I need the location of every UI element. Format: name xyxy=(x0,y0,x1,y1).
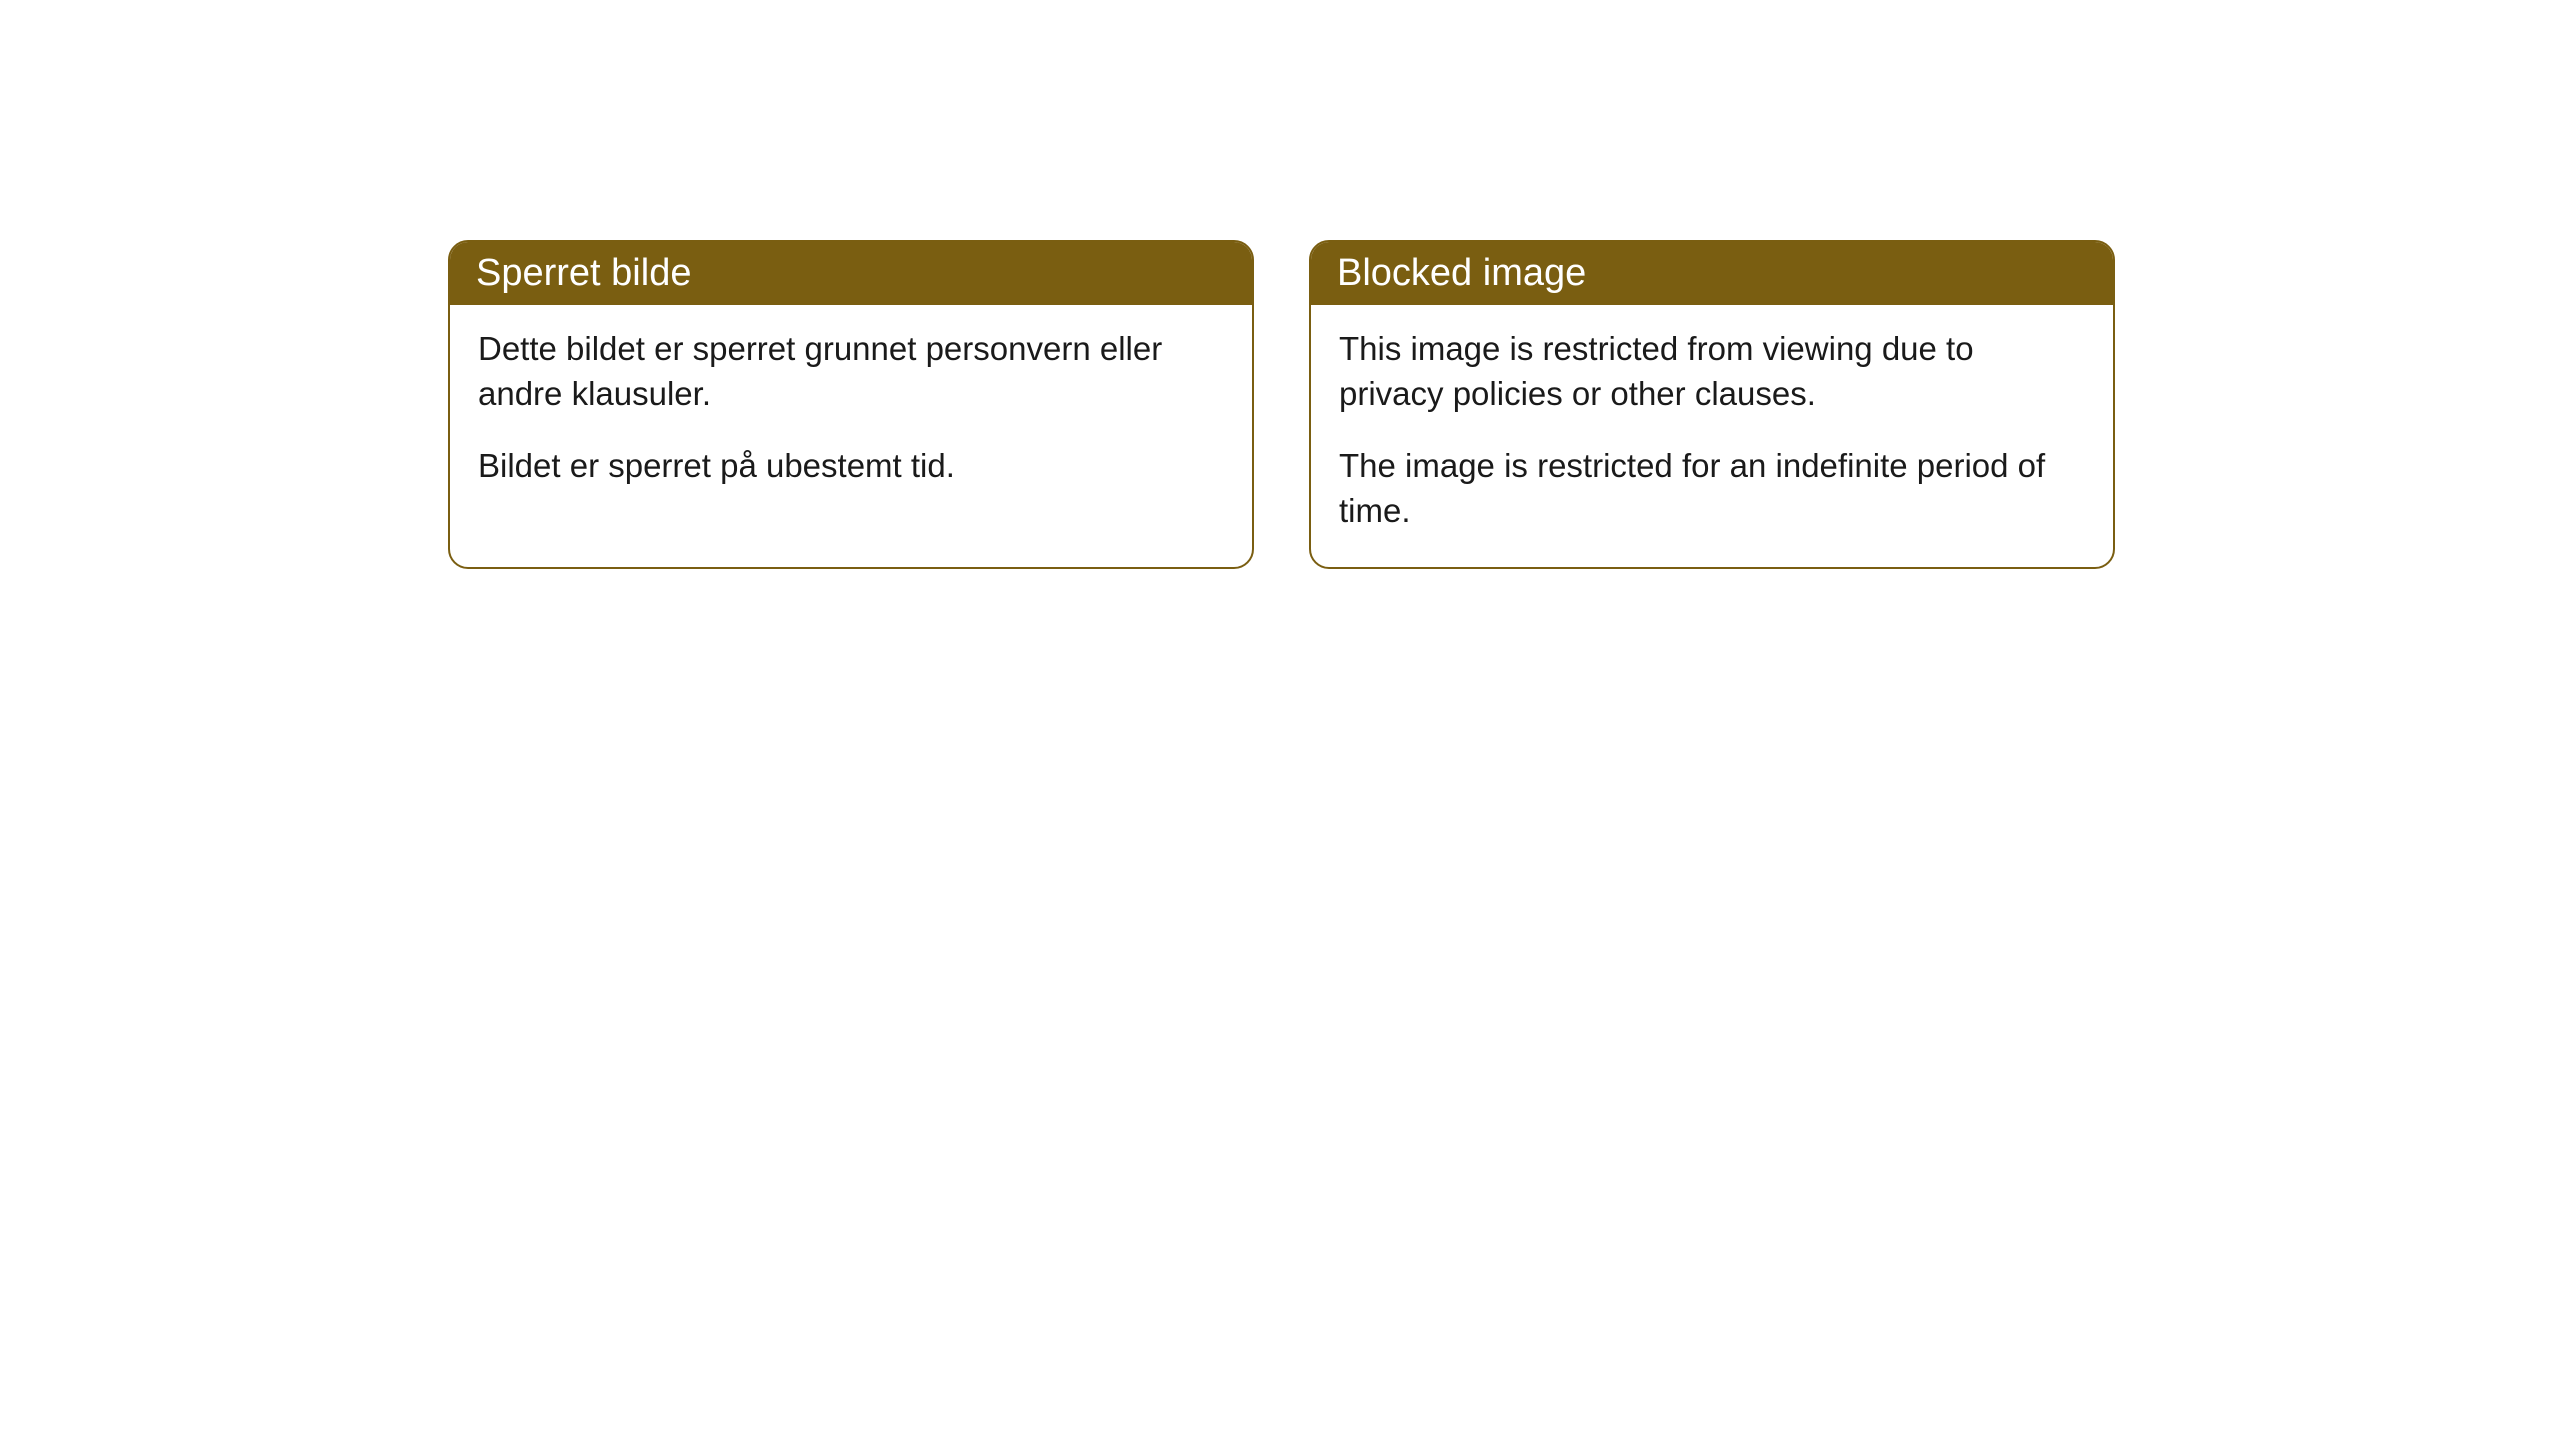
card-title: Sperret bilde xyxy=(476,252,691,294)
card-title: Blocked image xyxy=(1337,252,1586,294)
card-paragraph: The image is restricted for an indefinit… xyxy=(1339,444,2085,533)
notice-card-english: Blocked image This image is restricted f… xyxy=(1309,240,2115,569)
card-header: Sperret bilde xyxy=(450,242,1252,305)
card-paragraph: Bildet er sperret på ubestemt tid. xyxy=(478,444,1224,489)
notice-card-norwegian: Sperret bilde Dette bildet er sperret gr… xyxy=(448,240,1254,569)
notice-cards-container: Sperret bilde Dette bildet er sperret gr… xyxy=(448,240,2115,569)
card-paragraph: This image is restricted from viewing du… xyxy=(1339,327,2085,416)
card-paragraph: Dette bildet er sperret grunnet personve… xyxy=(478,327,1224,416)
card-body: Dette bildet er sperret grunnet personve… xyxy=(450,305,1252,523)
card-body: This image is restricted from viewing du… xyxy=(1311,305,2113,567)
card-header: Blocked image xyxy=(1311,242,2113,305)
